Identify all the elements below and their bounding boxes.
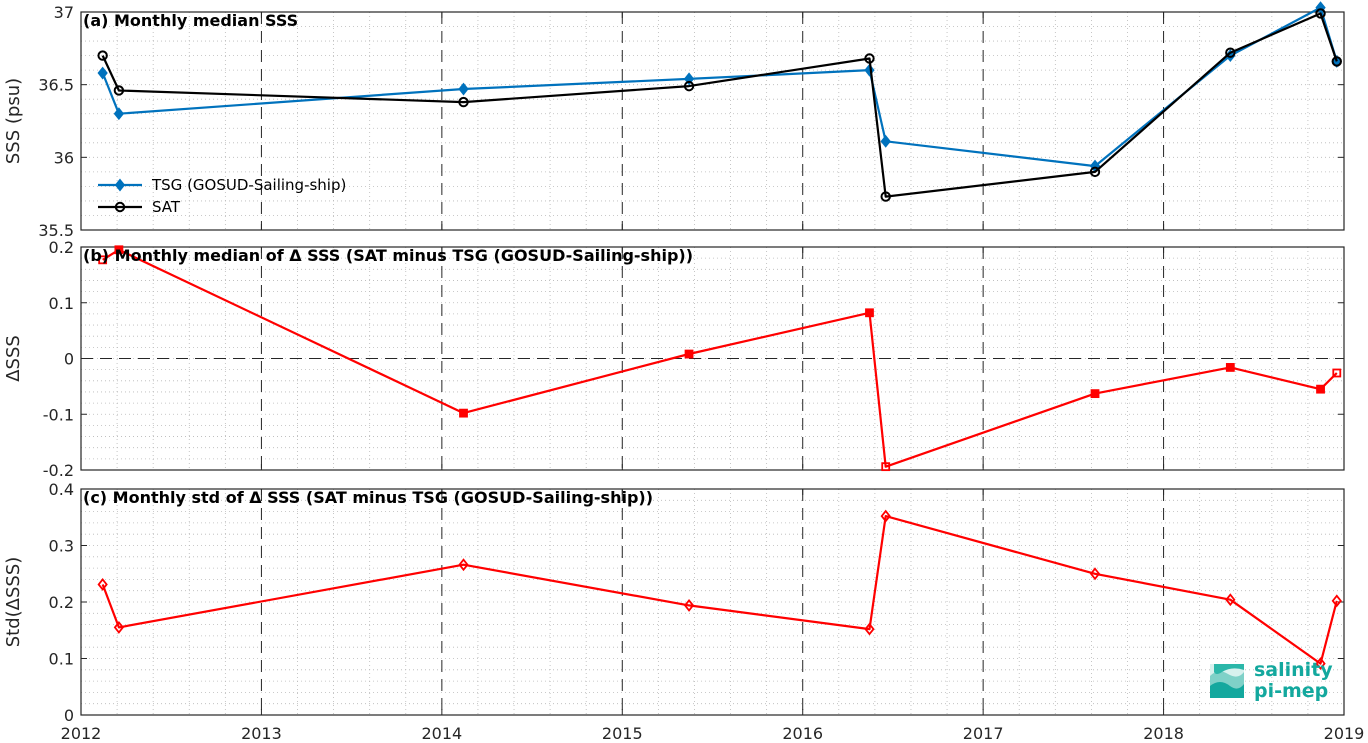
panel-title: (b) Monthly median of Δ SSS (SAT minus T… bbox=[83, 246, 693, 265]
data-point bbox=[864, 53, 875, 64]
panel-a: 35.5 36 36.5 37 SSS (psu) (a) Monthly median … bbox=[3, 1, 1345, 240]
data-point bbox=[1315, 657, 1326, 671]
data-point bbox=[1316, 384, 1325, 394]
data-point bbox=[97, 50, 108, 61]
data-point bbox=[1331, 56, 1342, 67]
series-1 bbox=[97, 8, 1342, 202]
x-axis-tick-labels: 2012 2013 2014 2015 2016 2017 2018 2019 bbox=[61, 724, 1365, 743]
y-tick-label: 0.1 bbox=[49, 294, 74, 313]
x-tick-label: 2019 bbox=[1324, 724, 1365, 743]
data-point bbox=[97, 578, 108, 591]
x-tick-label: 2015 bbox=[602, 724, 643, 743]
y-axis-label: SSS (psu) bbox=[3, 78, 24, 164]
data-point bbox=[113, 620, 125, 634]
y-tick-label: 0 bbox=[64, 350, 74, 369]
data-point bbox=[880, 191, 891, 202]
data-point bbox=[458, 82, 469, 96]
series-line bbox=[101, 514, 1338, 665]
logo-wave-icon bbox=[1210, 664, 1244, 698]
axes-box bbox=[80, 11, 1345, 231]
data-point bbox=[1225, 363, 1235, 372]
data-point bbox=[113, 85, 125, 96]
x-tick-label: 2013 bbox=[241, 724, 282, 743]
panel-c: 0 0.1 0.2 0.3 0.4 Std(ΔSSS) (c) Monthly std of… bbox=[3, 480, 1345, 725]
data-point bbox=[864, 63, 875, 77]
data-point bbox=[458, 96, 469, 108]
y-tick-label: 0.1 bbox=[49, 650, 74, 669]
y-tick-label: 36 bbox=[54, 148, 74, 167]
x-tick-label: 2012 bbox=[61, 724, 102, 743]
series-line bbox=[102, 248, 1338, 468]
y-tick-label: 0.3 bbox=[49, 537, 74, 556]
panel-title: (a) Monthly median SSS bbox=[83, 11, 298, 30]
logo-line-2: pi-mep bbox=[1254, 680, 1328, 702]
x-tick-label: 2014 bbox=[421, 724, 462, 743]
legend-label: TSG (GOSUD-Sailing-ship) bbox=[151, 176, 346, 194]
minor-grid bbox=[81, 11, 1344, 231]
series-0 bbox=[97, 509, 1342, 671]
data-point bbox=[1089, 567, 1101, 581]
x-tick-label: 2018 bbox=[1143, 724, 1184, 743]
data-point bbox=[1089, 166, 1101, 178]
data-point bbox=[97, 66, 108, 80]
series-0 bbox=[98, 245, 1342, 472]
data-point bbox=[113, 107, 125, 121]
minor-grid bbox=[81, 488, 1344, 716]
y-tick-label: 36.5 bbox=[38, 76, 74, 95]
logo-line-1: salinity bbox=[1254, 659, 1333, 681]
y-tick-label: -0.2 bbox=[43, 461, 74, 480]
data-point bbox=[1225, 593, 1236, 607]
data-point bbox=[459, 408, 468, 418]
y-tick-label: 0.2 bbox=[49, 593, 74, 612]
legend-marker bbox=[114, 201, 126, 213]
data-point bbox=[1090, 389, 1100, 399]
x-tick-label: 2017 bbox=[963, 724, 1004, 743]
salinity-pi-mep-logo: salinity pi-mep bbox=[1210, 659, 1333, 702]
y-axis-label: ΔSSS bbox=[3, 335, 24, 382]
data-point bbox=[1331, 594, 1342, 608]
data-point bbox=[881, 462, 891, 472]
data-point bbox=[880, 134, 891, 148]
panel-b: -0.2 -0.1 0 0.1 0.2 ΔSSS (b) Monthly median of… bbox=[3, 238, 1345, 480]
series-line bbox=[101, 12, 1338, 198]
data-point bbox=[114, 245, 124, 255]
data-point bbox=[458, 558, 469, 572]
axes-box bbox=[80, 488, 1345, 716]
legend-label: SAT bbox=[152, 198, 181, 216]
series-line bbox=[101, 6, 1338, 168]
data-point bbox=[1315, 8, 1326, 19]
legend: TSG (GOSUD-Sailing-ship) SAT bbox=[98, 176, 346, 216]
legend-marker bbox=[114, 178, 126, 192]
data-point bbox=[864, 622, 875, 636]
y-tick-label: 0 bbox=[64, 706, 74, 725]
x-tick-label: 2016 bbox=[782, 724, 823, 743]
y-tick-label: 0.4 bbox=[49, 480, 74, 499]
y-tick-label: -0.1 bbox=[43, 405, 74, 424]
data-point bbox=[683, 598, 695, 612]
data-point bbox=[865, 308, 874, 318]
y-tick-label: 37 bbox=[54, 3, 74, 22]
data-point bbox=[1225, 47, 1236, 58]
data-point bbox=[684, 349, 694, 359]
data-point bbox=[880, 509, 891, 523]
panel-title: (c) Monthly std of Δ SSS (SAT minus TSG … bbox=[83, 488, 653, 507]
y-tick-label: 0.2 bbox=[49, 238, 74, 257]
y-tick-label: 35.5 bbox=[38, 221, 74, 240]
data-point bbox=[1332, 368, 1342, 378]
y-axis-label: Std(ΔSSS) bbox=[3, 557, 24, 648]
data-point bbox=[98, 255, 108, 265]
data-point bbox=[683, 80, 695, 92]
